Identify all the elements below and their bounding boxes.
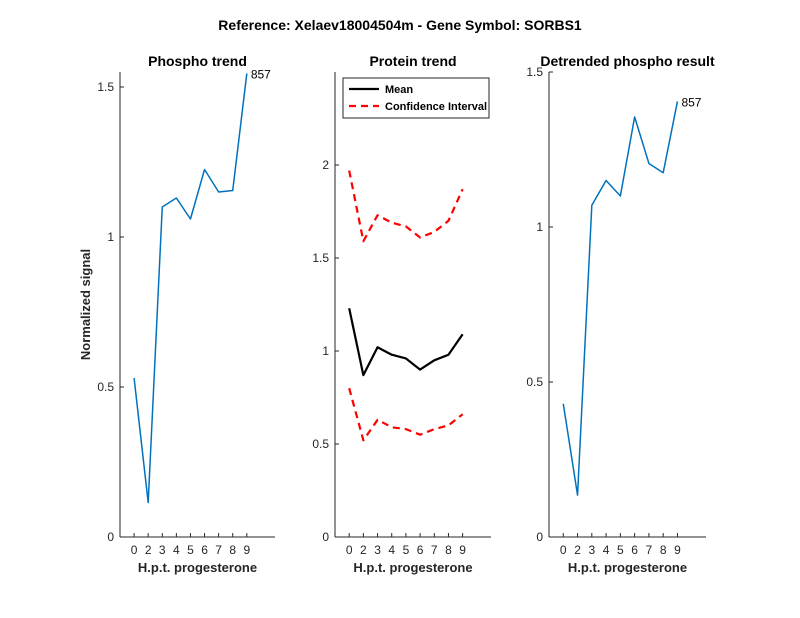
x-tick-label: 3 <box>374 543 381 557</box>
x-axis-label: H.p.t. progesterone <box>353 560 472 575</box>
x-tick-label: 5 <box>617 543 624 557</box>
x-tick-label: 7 <box>646 543 653 557</box>
x-tick-label: 2 <box>574 543 581 557</box>
x-tick-label: 0 <box>131 543 138 557</box>
panel-title: Protein trend <box>369 53 456 69</box>
x-tick-label: 7 <box>215 543 222 557</box>
x-tick-label: 2 <box>360 543 367 557</box>
series-line-3 <box>348 387 464 442</box>
x-tick-label: 9 <box>674 543 681 557</box>
x-tick-label: 4 <box>173 543 180 557</box>
figure-suptitle: Reference: Xelaev18004504m - Gene Symbol… <box>218 17 582 33</box>
legend-entry-label: Confidence Interval <box>385 101 487 113</box>
x-tick-label: 9 <box>459 543 466 557</box>
y-tick-label: 1.5 <box>312 251 329 265</box>
y-tick-label: 0.5 <box>312 437 329 451</box>
y-axis-label: Normalized signal <box>78 249 93 360</box>
x-tick-label: 9 <box>243 543 250 557</box>
x-tick-label: 0 <box>560 543 567 557</box>
x-tick-label: 8 <box>660 543 667 557</box>
x-tick-label: 0 <box>346 543 353 557</box>
panel-title: Detrended phospho result <box>540 53 715 69</box>
x-tick-label: 6 <box>201 543 208 557</box>
x-tick-label: 8 <box>229 543 236 557</box>
x-tick-label: 3 <box>159 543 166 557</box>
y-tick-label: 0 <box>536 530 543 544</box>
y-tick-label: 0 <box>322 530 329 544</box>
series-line-2 <box>348 170 464 243</box>
y-tick-label: 2 <box>322 158 329 172</box>
x-tick-label: 3 <box>588 543 595 557</box>
series-line-1 <box>348 307 464 377</box>
x-tick-label: 6 <box>631 543 638 557</box>
legend: Mean Confidence Interval <box>342 77 490 119</box>
series-line-1 <box>562 101 679 496</box>
x-tick-label: 8 <box>445 543 452 557</box>
x-tick-label: 5 <box>403 543 410 557</box>
x-tick-label: 4 <box>603 543 610 557</box>
y-tick-label: 1 <box>322 344 329 358</box>
y-tick-label: 1.5 <box>526 65 543 79</box>
y-tick-label: 1 <box>536 220 543 234</box>
y-tick-label: 0 <box>107 530 114 544</box>
legend-box <box>342 77 490 119</box>
y-tick-label: 0.5 <box>97 380 114 394</box>
x-axis-label: H.p.t. progesterone <box>568 560 687 575</box>
data-annotation: 857 <box>251 68 271 82</box>
legend-entry-label: Mean <box>385 84 413 96</box>
x-tick-label: 7 <box>431 543 438 557</box>
y-tick-label: 1.5 <box>97 80 114 94</box>
data-annotation: 857 <box>681 95 701 109</box>
x-tick-label: 2 <box>145 543 152 557</box>
panel-title: Phospho trend <box>148 53 247 69</box>
x-tick-label: 6 <box>417 543 424 557</box>
y-tick-label: 0.5 <box>526 375 543 389</box>
y-tick-label: 1 <box>107 230 114 244</box>
x-tick-label: 5 <box>187 543 194 557</box>
series-line-1 <box>133 73 248 504</box>
x-tick-label: 4 <box>388 543 395 557</box>
x-axis-label: H.p.t. progesterone <box>138 560 257 575</box>
